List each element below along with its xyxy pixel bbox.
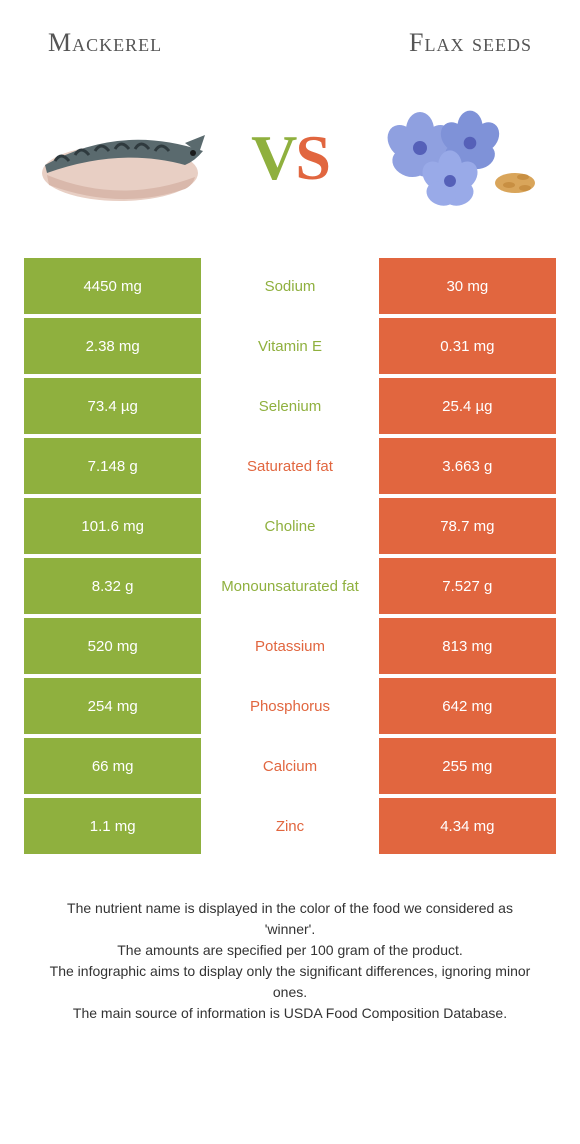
left-value-cell: 66 mg bbox=[24, 738, 201, 794]
right-value-cell: 813 mg bbox=[379, 618, 556, 674]
nutrient-label-cell: Calcium bbox=[201, 738, 378, 794]
right-value-cell: 7.527 g bbox=[379, 558, 556, 614]
right-value-cell: 3.663 g bbox=[379, 438, 556, 494]
nutrient-label-cell: Saturated fat bbox=[201, 438, 378, 494]
left-value-cell: 254 mg bbox=[24, 678, 201, 734]
right-value-cell: 4.34 mg bbox=[379, 798, 556, 854]
table-row: 254 mgPhosphorus642 mg bbox=[24, 678, 556, 734]
footer-line: The infographic aims to display only the… bbox=[40, 961, 540, 1003]
nutrient-label-cell: Vitamin E bbox=[201, 318, 378, 374]
left-value-cell: 1.1 mg bbox=[24, 798, 201, 854]
table-row: 101.6 mgCholine78.7 mg bbox=[24, 498, 556, 554]
right-value-cell: 25.4 µg bbox=[379, 378, 556, 434]
left-value-cell: 4450 mg bbox=[24, 258, 201, 314]
right-food-title: Flax seeds bbox=[409, 28, 532, 58]
table-row: 8.32 gMonounsaturated fat7.527 g bbox=[24, 558, 556, 614]
nutrient-label-cell: Choline bbox=[201, 498, 378, 554]
table-row: 2.38 mgVitamin E0.31 mg bbox=[24, 318, 556, 374]
nutrient-label-cell: Potassium bbox=[201, 618, 378, 674]
comparison-header: Mackerel Flax seeds bbox=[0, 0, 580, 58]
table-row: 1.1 mgZinc4.34 mg bbox=[24, 798, 556, 854]
nutrient-label-cell: Phosphorus bbox=[201, 678, 378, 734]
footer-line: The nutrient name is displayed in the co… bbox=[40, 898, 540, 940]
footer-line: The amounts are specified per 100 gram o… bbox=[40, 940, 540, 961]
left-value-cell: 7.148 g bbox=[24, 438, 201, 494]
table-row: 73.4 µgSelenium25.4 µg bbox=[24, 378, 556, 434]
left-value-cell: 101.6 mg bbox=[24, 498, 201, 554]
vs-v: V bbox=[251, 121, 295, 195]
right-value-cell: 78.7 mg bbox=[379, 498, 556, 554]
nutrient-label-cell: Monounsaturated fat bbox=[201, 558, 378, 614]
hero-row: VS bbox=[0, 58, 580, 258]
right-value-cell: 255 mg bbox=[379, 738, 556, 794]
left-value-cell: 8.32 g bbox=[24, 558, 201, 614]
right-value-cell: 30 mg bbox=[379, 258, 556, 314]
table-row: 4450 mgSodium30 mg bbox=[24, 258, 556, 314]
left-value-cell: 520 mg bbox=[24, 618, 201, 674]
nutrient-table: 4450 mgSodium30 mg2.38 mgVitamin E0.31 m… bbox=[24, 258, 556, 854]
nutrient-label-cell: Selenium bbox=[201, 378, 378, 434]
vs-label: VS bbox=[251, 121, 329, 195]
left-food-title: Mackerel bbox=[48, 28, 162, 58]
table-row: 7.148 gSaturated fat3.663 g bbox=[24, 438, 556, 494]
nutrient-label-cell: Sodium bbox=[201, 258, 378, 314]
flax-image bbox=[370, 98, 550, 218]
table-row: 66 mgCalcium255 mg bbox=[24, 738, 556, 794]
vs-s: S bbox=[295, 121, 329, 195]
table-row: 520 mgPotassium813 mg bbox=[24, 618, 556, 674]
footer-notes: The nutrient name is displayed in the co… bbox=[0, 858, 580, 1024]
mackerel-image bbox=[30, 98, 210, 218]
left-value-cell: 73.4 µg bbox=[24, 378, 201, 434]
left-value-cell: 2.38 mg bbox=[24, 318, 201, 374]
right-value-cell: 0.31 mg bbox=[379, 318, 556, 374]
nutrient-label-cell: Zinc bbox=[201, 798, 378, 854]
footer-line: The main source of information is USDA F… bbox=[40, 1003, 540, 1024]
right-value-cell: 642 mg bbox=[379, 678, 556, 734]
